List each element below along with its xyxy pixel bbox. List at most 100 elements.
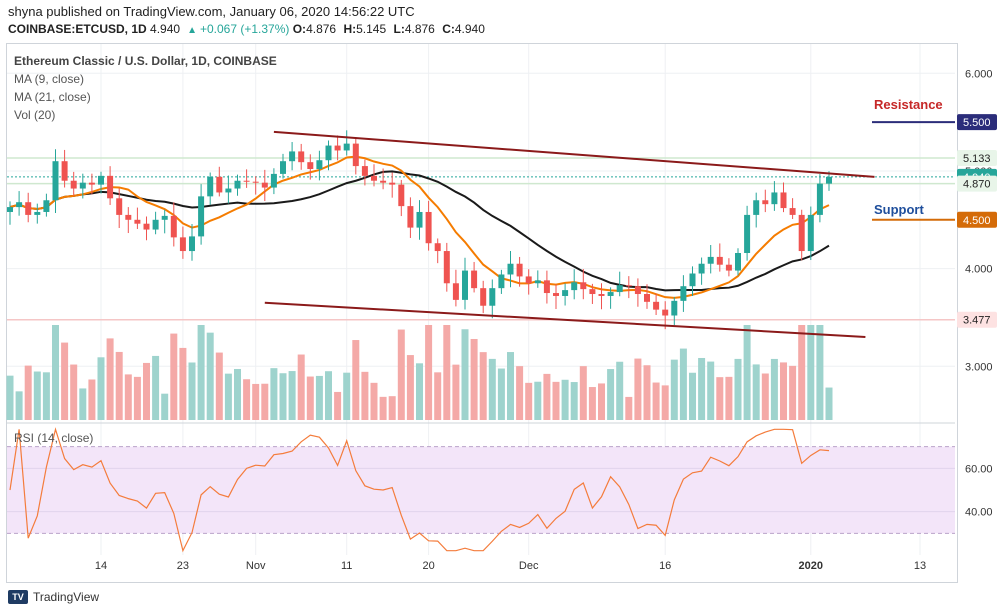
candle-body [625, 285, 632, 287]
volume-bar [579, 366, 587, 420]
candle [189, 224, 195, 261]
volume-bar [297, 354, 305, 420]
volume-bar [252, 383, 260, 420]
candle-body [725, 264, 732, 271]
candle [507, 250, 514, 288]
time-tick-label: 16 [659, 560, 671, 572]
candle-body [516, 263, 523, 277]
volume-bar [170, 333, 178, 420]
candle [389, 172, 396, 198]
rsi-line [9, 427, 830, 553]
volume-bar [416, 363, 423, 420]
candle-body [525, 276, 532, 284]
volume-bar [6, 375, 14, 420]
candle [498, 269, 505, 294]
volume-bar [507, 352, 514, 420]
candle-body [616, 285, 623, 293]
candle-body [334, 145, 341, 151]
time-tick-label: Dec [519, 560, 539, 572]
candle [152, 211, 159, 235]
rsi-band [7, 446, 955, 534]
volume-bar [52, 325, 59, 420]
footer-brand[interactable]: TV TradingView [8, 590, 99, 604]
time-tick-label: 23 [177, 560, 189, 572]
candle [198, 184, 205, 245]
candle-body [16, 202, 23, 208]
candle-body [134, 219, 141, 224]
candle [170, 202, 177, 247]
volume-bar [115, 351, 123, 420]
candle [7, 201, 13, 225]
channel-lower-line [264, 301, 866, 338]
candle [407, 197, 414, 238]
candle [234, 174, 241, 196]
candle [607, 287, 614, 309]
volume-bar [807, 325, 815, 420]
candle-body [343, 143, 350, 151]
candle [307, 154, 314, 180]
candle [562, 283, 569, 306]
volume-bar [33, 371, 41, 420]
candle-body [826, 176, 832, 184]
candle-body [744, 214, 751, 253]
rsi-tick-label: 40.00 [965, 507, 993, 519]
candle [207, 172, 214, 205]
candle [61, 149, 68, 188]
candle-body [380, 180, 387, 183]
last-price: 4.940 [150, 22, 181, 36]
candle-body [434, 243, 441, 252]
candle-body [416, 211, 423, 228]
volume-bar [598, 383, 605, 420]
support-annotation: Support [874, 202, 924, 217]
candle [425, 200, 432, 251]
candle-body [198, 196, 205, 237]
volume-bar [42, 372, 50, 420]
volume-bar [452, 364, 460, 420]
price-change: +0.067 (+1.37%) [199, 22, 290, 36]
candle [716, 243, 723, 272]
candle [143, 216, 150, 241]
candle [79, 173, 86, 199]
candle [88, 173, 95, 195]
time-tick-label: 13 [914, 560, 926, 572]
candle-body [671, 300, 678, 316]
candle-body [79, 182, 86, 189]
candle-body [471, 270, 478, 289]
price-tag-neutral: 4.870 [957, 175, 997, 192]
candle [634, 278, 641, 307]
candle-body [307, 162, 314, 170]
time-tick-label: 11 [341, 560, 352, 572]
ohlc-readout: COINBASE:ETCUSD, 1D 4.940 ▲ +0.067 (+1.37%… [8, 22, 489, 36]
candle-body [225, 188, 232, 193]
volume-bar [70, 364, 78, 420]
candle [616, 271, 623, 297]
volume-bar [133, 376, 141, 420]
volume-bar [543, 373, 551, 420]
candle [34, 203, 41, 224]
candle [334, 135, 341, 161]
volume-bar [143, 362, 150, 420]
candle-body [88, 182, 95, 185]
candle [826, 171, 832, 191]
candle [125, 207, 132, 234]
volume-bar [716, 377, 724, 420]
volume-bar [770, 358, 778, 420]
candle [243, 169, 250, 188]
candle-body [352, 143, 359, 167]
candle [352, 137, 359, 175]
close-label: C: [442, 22, 455, 36]
candle [780, 182, 787, 213]
candle-body [489, 288, 496, 306]
volume-bar [652, 382, 660, 420]
candle-body [43, 200, 50, 212]
legend-ma9: MA (9, close) [14, 72, 85, 86]
candle-body [653, 301, 660, 310]
candle-body [498, 274, 505, 289]
volume-bar [561, 379, 569, 420]
candle-body [480, 288, 487, 306]
volume-bar [243, 379, 251, 420]
candle [325, 140, 332, 171]
legend-volume: Vol (20) [14, 108, 56, 122]
candle-body [61, 161, 68, 181]
